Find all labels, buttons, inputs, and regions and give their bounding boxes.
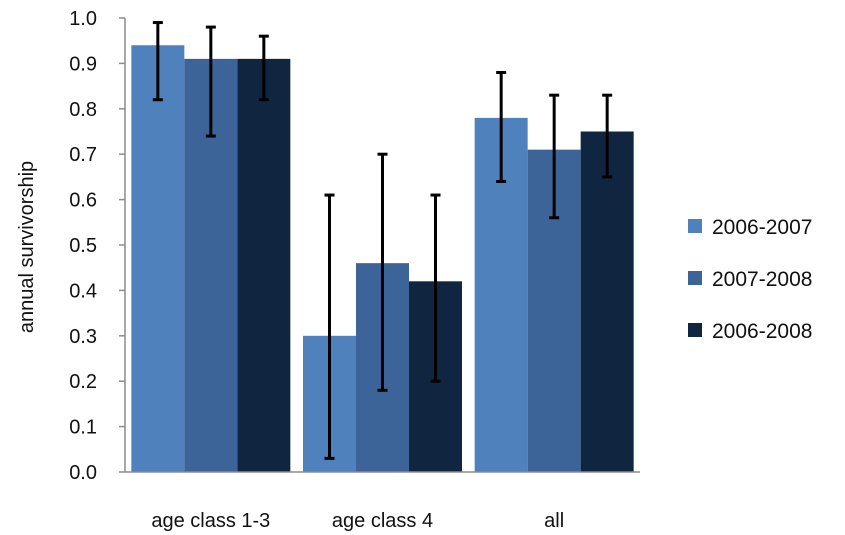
category-label: all (544, 510, 564, 532)
legend: 2006-2007 2007-2008 2006-2008 (688, 216, 812, 343)
y-tick-label: 0.6 (69, 190, 97, 212)
error-bars (152, 21, 613, 460)
y-tick-label: 0.0 (69, 462, 97, 484)
legend-entry: 2006-2008 (712, 320, 812, 343)
legend-swatch (688, 323, 702, 337)
category-label: age class 1-3 (151, 510, 270, 532)
legend-swatch (688, 219, 702, 233)
category-label: age class 4 (332, 510, 433, 532)
y-tick-label: 0.5 (69, 235, 97, 257)
bar (237, 58, 291, 473)
y-tick-label: 1.0 (69, 8, 97, 30)
legend-entry: 2006-2007 (712, 216, 812, 239)
bar (131, 45, 185, 473)
y-axis-label: annual survivorship (16, 161, 38, 333)
legend-swatch (688, 271, 702, 285)
y-tick-label: 0.1 (69, 417, 97, 439)
legend-entry: 2007-2008 (712, 268, 812, 291)
category-labels: age class 1-3 age class 4 all (151, 510, 564, 532)
y-tick-label: 0.7 (69, 144, 97, 166)
y-axis-ticks: 0.0 0.1 0.2 0.3 0.4 0.5 0.6 0.7 0.8 0.9 1.0 (69, 8, 125, 484)
y-tick-label: 0.9 (69, 53, 97, 75)
y-tick-label: 0.3 (69, 326, 97, 348)
y-tick-label: 0.8 (69, 99, 97, 121)
y-tick-label: 0.4 (69, 280, 97, 302)
bar (580, 131, 634, 472)
y-tick-label: 0.2 (69, 371, 97, 393)
